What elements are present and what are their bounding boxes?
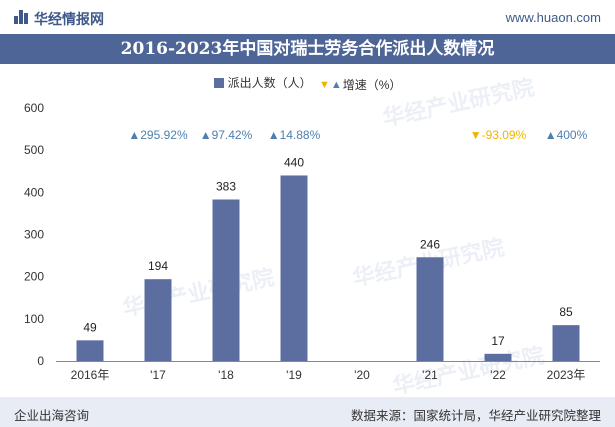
logo-icon [14, 10, 28, 24]
x-tick-label: '20 [354, 368, 370, 382]
watermark-text: 华经产业研究院 [391, 342, 547, 397]
growth-label: ▲97.42% [200, 128, 253, 142]
bar [416, 257, 444, 361]
bar-chart: 华经产业研究院华经产业研究院华经产业研究院华经产业研究院010020030040… [24, 74, 600, 397]
legend: 派出人数（人） ▼ ▲ 增速（%） [0, 74, 615, 93]
bar-value-label: 17 [491, 334, 505, 348]
y-tick-label: 200 [24, 270, 44, 284]
bar-value-label: 440 [284, 155, 304, 169]
y-tick-label: 500 [24, 143, 44, 157]
legend-label-growth: 增速（%） [342, 78, 402, 92]
watermark-text: 华经产业研究院 [121, 264, 277, 320]
bar-value-label: 383 [216, 180, 236, 194]
bar-value-label: 246 [420, 237, 440, 251]
top-bar: 华经情报网 www.huaon.com [0, 0, 615, 34]
y-tick-label: 300 [24, 228, 44, 242]
y-tick-label: 400 [24, 185, 44, 199]
footer-left: 企业出海咨询 [14, 409, 90, 423]
x-tick-label: '19 [286, 368, 302, 382]
x-tick-label: 2016年 [71, 368, 110, 382]
chart-title: 2016-2023年中国对瑞士劳务合作派出人数情况 [0, 34, 615, 64]
bar [76, 340, 104, 361]
bar [144, 279, 172, 361]
watermark-text: 华经产业研究院 [381, 74, 537, 130]
legend-item-growth: ▼ ▲ 增速（%） [319, 76, 401, 93]
x-tick-label: '17 [150, 368, 166, 382]
x-tick-label: '22 [490, 368, 506, 382]
bar-value-label: 85 [559, 305, 573, 319]
legend-swatch-bars [213, 77, 224, 88]
x-tick-label: '18 [218, 368, 234, 382]
bar [280, 175, 308, 361]
triangle-up-icon: ▲ [330, 78, 342, 91]
growth-label: ▼-93.09% [470, 128, 527, 142]
x-tick-label: 2023年 [547, 368, 586, 382]
footer-source: 数据来源：国家统计局，华经产业研究院整理 [350, 409, 601, 423]
bar-value-label: 49 [83, 320, 97, 334]
site-url[interactable]: www.huaon.com [505, 10, 601, 25]
bar-value-label: 194 [148, 259, 168, 273]
bar [552, 325, 580, 361]
y-tick-label: 100 [24, 312, 44, 326]
bar [484, 353, 512, 361]
bar [212, 199, 240, 361]
legend-label-bars: 派出人数（人） [227, 76, 312, 90]
x-tick-label: '21 [422, 368, 438, 382]
legend-item-bars: 派出人数（人） [213, 74, 312, 91]
footer: 企业出海咨询 数据来源：国家统计局，华经产业研究院整理 [0, 397, 615, 427]
growth-label: ▲400% [545, 128, 588, 142]
y-tick-label: 600 [24, 101, 44, 115]
brand-name: 华经情报网 [34, 11, 104, 27]
growth-label: ▲14.88% [268, 128, 321, 142]
growth-label: ▲295.92% [128, 128, 188, 142]
y-tick-label: 0 [37, 354, 44, 368]
triangle-down-icon: ▼ [318, 78, 330, 91]
